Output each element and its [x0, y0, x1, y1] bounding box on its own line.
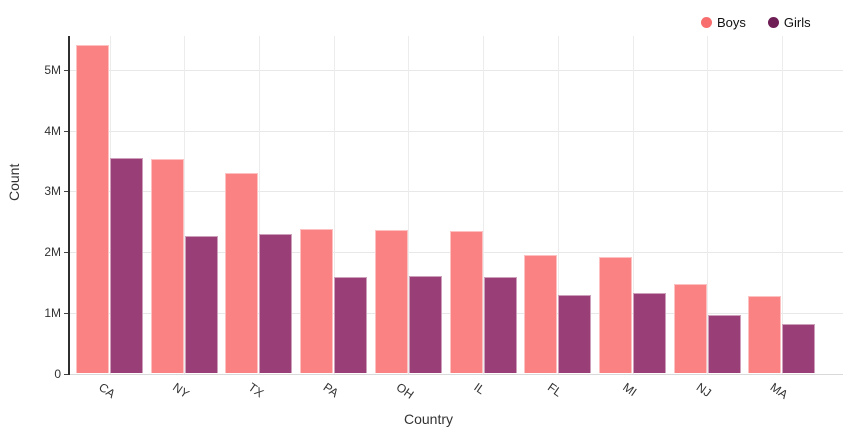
x-tick-label: MI	[619, 379, 639, 399]
bar-boys-oh[interactable]	[374, 230, 408, 374]
bar-boys-nj[interactable]	[673, 283, 707, 374]
bar-boys-ma[interactable]	[748, 296, 782, 374]
bar-boys-mi[interactable]	[599, 256, 633, 374]
bar-boys-fl[interactable]	[524, 254, 558, 374]
x-tick-label: MA	[767, 379, 791, 402]
x-axis-title: Country	[404, 411, 454, 427]
bar-girls-ny[interactable]	[184, 236, 218, 374]
legend-label-girls: Girls	[783, 15, 811, 30]
y-axis-title: Count	[6, 163, 22, 201]
gridline	[258, 36, 260, 374]
bar-girls-mi[interactable]	[633, 293, 667, 374]
bar-girls-fl[interactable]	[558, 295, 592, 374]
y-tick-mark	[64, 373, 69, 375]
gridline	[483, 36, 485, 374]
girls-legend-dot-icon	[767, 17, 779, 28]
legend-label-boys: Boys	[717, 15, 746, 30]
x-tick-label: NY	[170, 379, 193, 401]
bar-girls-il[interactable]	[483, 276, 517, 374]
x-tick-label: NJ	[694, 379, 715, 400]
gridline	[333, 36, 335, 374]
legend-item-girls[interactable]: Girls	[767, 15, 811, 30]
y-tick-mark	[64, 252, 69, 254]
y-tick-mark	[64, 130, 69, 132]
y-tick-mark	[64, 70, 69, 71]
x-tick-label: FL	[544, 379, 565, 400]
bar-boys-pa[interactable]	[300, 229, 334, 374]
bar-girls-tx[interactable]	[259, 233, 293, 374]
y-tick-label: 0	[54, 366, 61, 381]
gridline	[184, 36, 186, 374]
bar-girls-nj[interactable]	[707, 314, 741, 374]
gridline	[70, 191, 843, 193]
bar-girls-pa[interactable]	[334, 276, 368, 374]
gridline	[707, 36, 709, 374]
gridline	[70, 70, 843, 71]
bar-girls-ca[interactable]	[110, 158, 143, 374]
y-tick-label: 1M	[44, 305, 61, 320]
y-tick-label: 3M	[44, 184, 61, 199]
gridline	[557, 36, 559, 374]
y-tick-mark	[64, 191, 69, 193]
gridline	[70, 130, 843, 132]
y-tick-label: 5M	[44, 63, 61, 77]
legend-item-boys[interactable]: Boys	[701, 16, 746, 29]
gridline	[408, 36, 410, 374]
x-tick-label: OH	[394, 379, 417, 402]
boys-legend-dot-icon	[701, 17, 712, 28]
bar-girls-oh[interactable]	[408, 276, 442, 374]
y-tick-label: 2M	[44, 245, 61, 260]
x-tick-label: TX	[245, 379, 267, 400]
gridline	[781, 36, 783, 374]
legend: Boys Girls	[701, 16, 811, 29]
bar-boys-ca[interactable]	[76, 45, 109, 374]
bar-boys-ny[interactable]	[150, 159, 184, 374]
x-tick-label: CA	[95, 379, 118, 401]
y-tick-label: 4M	[44, 123, 61, 138]
x-axis-zero-line	[70, 373, 843, 375]
gridline	[632, 36, 634, 374]
bar-girls-ma[interactable]	[782, 323, 816, 374]
x-tick-label: PA	[320, 379, 341, 400]
bar-boys-il[interactable]	[449, 231, 483, 374]
bar-boys-tx[interactable]	[225, 173, 259, 374]
x-tick-label: IL	[471, 379, 488, 397]
y-tick-mark	[64, 312, 69, 314]
y-axis-line	[68, 36, 70, 375]
